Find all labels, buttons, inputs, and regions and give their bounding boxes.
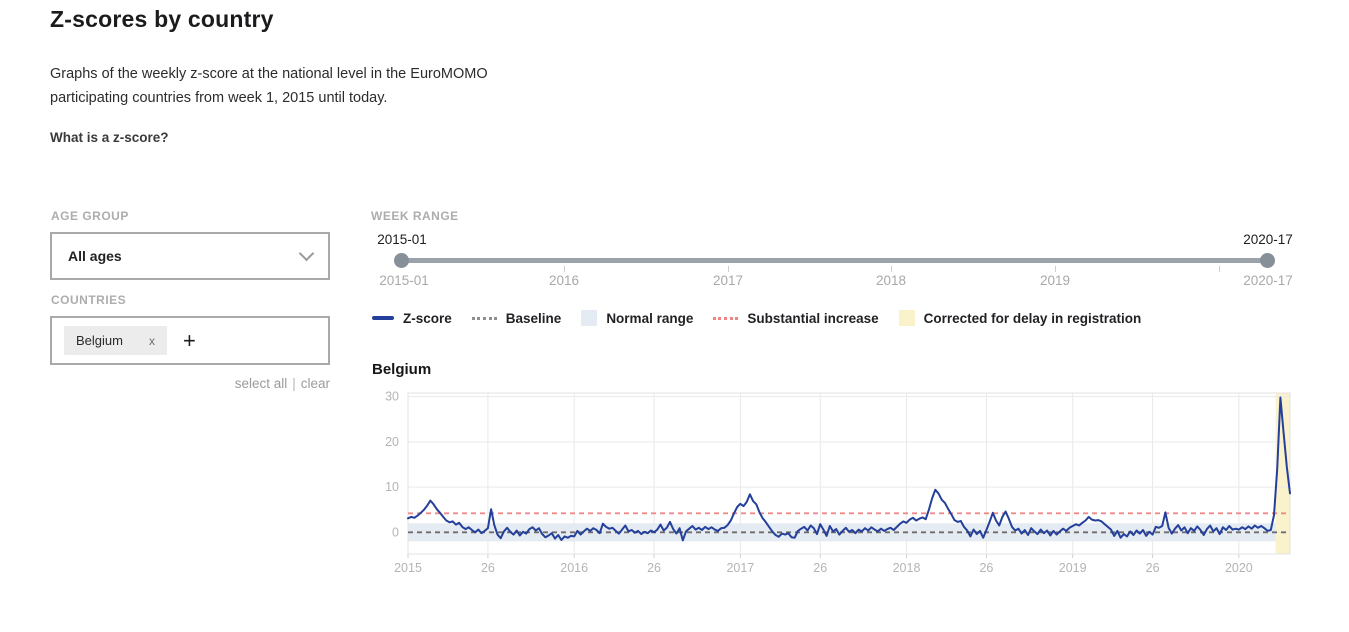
legend-label: Z-score [403,310,452,326]
chart-legend: Z-score Baseline Normal range Substantia… [372,310,1141,326]
legend-item-substantial-increase: Substantial increase [713,310,879,326]
add-country-button[interactable]: + [182,327,196,353]
axis-label-2015-01: 2015-01 [379,273,429,288]
select-all-link[interactable]: select all [234,376,288,391]
axis-label-2020-17: 2020-17 [1243,273,1293,288]
age-group-label: AGE GROUP [51,209,129,223]
x-tick-label: 26 [1146,561,1160,575]
x-tick-label: 2020 [1225,561,1253,575]
axis-label-2016: 2016 [548,273,580,288]
chart-panel: WEEK RANGE 2015-01 2020-17 2015-01 2016 … [370,209,1295,575]
week-range-end-handle[interactable] [1260,253,1275,268]
week-range-end-value: 2020-17 [1243,232,1293,247]
page-title: Z-scores by country [50,6,274,32]
legend-label: Normal range [606,310,694,326]
zscore-chart: 2015 26 2016 26 2017 26 2018 26 2019 26 2020 0 10 20 3… [385,390,1291,575]
links-divider: | [292,376,296,391]
chevron-down-icon [298,245,315,262]
x-tick-label: 26 [813,561,827,575]
baseline-dotted-swatch [471,316,497,320]
remove-country-icon[interactable]: x [148,333,155,348]
country-tag-belgium: Belgium x [64,326,167,355]
y-tick-label: 20 [385,435,399,449]
week-range-track[interactable] [400,258,1271,263]
country-tag-label: Belgium [76,333,123,348]
x-tick-label: 26 [979,561,993,575]
y-tick-label: 10 [385,480,399,494]
age-group-value: All ages [68,248,122,264]
what-is-zscore-link[interactable]: What is a z-score? [50,130,169,145]
substantial-increase-dotted-swatch [713,316,739,320]
x-tick-label: 26 [481,561,495,575]
week-range-start-handle[interactable] [394,253,409,268]
legend-label: Substantial increase [747,310,879,326]
zscore-line [407,396,1291,542]
axis-label-2018: 2018 [875,273,907,288]
axis-tick-2017 [728,266,729,272]
country-chart: Belgium 2015 26 2016 26 2017 26 2018 26 2019 26 20… [370,361,1295,588]
legend-item-baseline: Baseline [471,310,562,326]
axis-label-2019: 2019 [1039,273,1071,288]
week-range-label: WEEK RANGE [371,209,459,223]
x-tick-label: 2018 [893,561,921,575]
age-group-select[interactable]: All ages [50,232,330,280]
countries-label: COUNTRIES [51,293,127,307]
page-description: Graphs of the weekly z-score at the nati… [50,66,488,106]
axis-tick-2020 [1219,266,1220,272]
zscore-line-swatch [372,316,394,320]
axis-tick-2016 [564,266,565,272]
week-range-axis: 2015-01 2016 2017 2018 2019 2020-17 [370,266,1295,292]
legend-item-zscore: Z-score [372,311,452,326]
legend-label: Baseline [505,310,562,326]
countries-multiselect[interactable]: Belgium x + [50,316,330,365]
week-range-values: 2015-01 2020-17 [370,232,1295,249]
x-tick-label: 2016 [560,561,588,575]
legend-item-corrected: Corrected for delay in registration [898,310,1142,326]
legend-item-normal-range: Normal range [581,310,693,326]
x-tick-label: 2017 [726,561,754,575]
week-range-start-value: 2015-01 [377,232,427,247]
filter-panel: AGE GROUP All ages COUNTRIES Belgium x +… [50,209,330,391]
legend-label: Corrected for delay in registration [923,310,1142,326]
clear-link[interactable]: clear [300,376,330,391]
x-tick-label: 2019 [1059,561,1087,575]
week-range-slider [370,252,1295,269]
chart-country-title: Belgium [372,361,432,378]
axis-tick-2018 [891,266,892,272]
countries-links: select all | clear [50,376,330,391]
y-tick-label: 0 [392,525,399,539]
y-tick-label: 30 [385,390,399,404]
axis-tick-2019 [1055,266,1056,272]
countries-field: COUNTRIES Belgium x + select all | clear [50,293,330,391]
normal-range-box-swatch [581,310,598,326]
corrected-box-swatch [898,310,915,326]
x-tick-label: 2015 [394,561,422,575]
x-tick-label: 26 [647,561,661,575]
axis-label-2017: 2017 [712,273,744,288]
